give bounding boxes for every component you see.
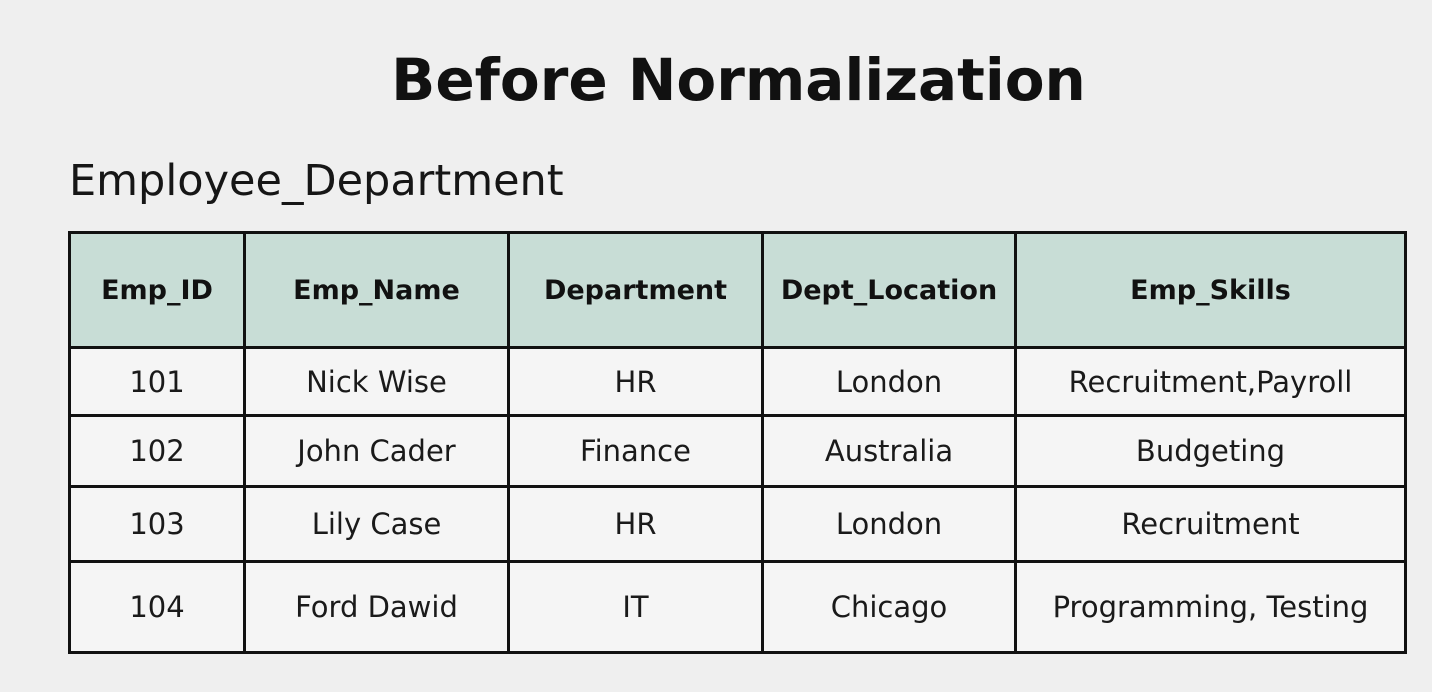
cell-emp-skills: Budgeting	[1014, 414, 1407, 488]
cell-emp-name: Lily Case	[243, 485, 510, 563]
cell-emp-skills: Programming, Testing	[1014, 560, 1407, 654]
employee-department-table: Emp_ID Emp_Name Department Dept_Location…	[68, 231, 1407, 654]
column-header-emp-name: Emp_Name	[243, 231, 510, 349]
cell-emp-id: 101	[68, 346, 246, 417]
cell-dept-location: Australia	[761, 414, 1017, 488]
cell-emp-skills: Recruitment,Payroll	[1014, 346, 1407, 417]
cell-department: Finance	[507, 414, 764, 488]
cell-emp-name: Nick Wise	[243, 346, 510, 417]
table-row: 104 Ford Dawid IT Chicago Programming, T…	[68, 560, 1407, 654]
cell-emp-name: Ford Dawid	[243, 560, 510, 654]
column-header-department: Department	[507, 231, 764, 349]
cell-dept-location: London	[761, 485, 1017, 563]
table-row: 101 Nick Wise HR London Recruitment,Payr…	[68, 346, 1407, 417]
cell-dept-location: London	[761, 346, 1017, 417]
cell-emp-id: 104	[68, 560, 246, 654]
column-header-emp-skills: Emp_Skills	[1014, 231, 1407, 349]
cell-department: HR	[507, 485, 764, 563]
page-title: Before Normalization	[391, 45, 1086, 114]
table-row: 103 Lily Case HR London Recruitment	[68, 485, 1407, 563]
column-header-emp-id: Emp_ID	[68, 231, 246, 349]
column-header-dept-location: Dept_Location	[761, 231, 1017, 349]
cell-emp-id: 103	[68, 485, 246, 563]
table-header-row: Emp_ID Emp_Name Department Dept_Location…	[68, 231, 1407, 349]
cell-emp-name: John Cader	[243, 414, 510, 488]
table-row: 102 John Cader Finance Australia Budgeti…	[68, 414, 1407, 488]
cell-dept-location: Chicago	[761, 560, 1017, 654]
cell-emp-skills: Recruitment	[1014, 485, 1407, 563]
cell-department: IT	[507, 560, 764, 654]
table-title: Employee_Department	[69, 156, 564, 206]
cell-department: HR	[507, 346, 764, 417]
cell-emp-id: 102	[68, 414, 246, 488]
